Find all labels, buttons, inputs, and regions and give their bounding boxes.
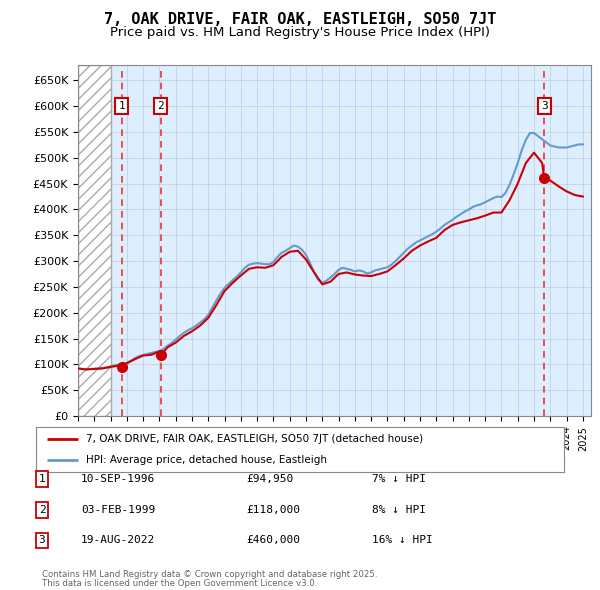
Text: HPI: Average price, detached house, Eastleigh: HPI: Average price, detached house, East… — [86, 455, 327, 465]
Text: Price paid vs. HM Land Registry's House Price Index (HPI): Price paid vs. HM Land Registry's House … — [110, 26, 490, 39]
Bar — [78, 65, 110, 416]
Text: 16% ↓ HPI: 16% ↓ HPI — [372, 536, 433, 545]
Text: 8% ↓ HPI: 8% ↓ HPI — [372, 505, 426, 514]
Text: 7% ↓ HPI: 7% ↓ HPI — [372, 474, 426, 484]
Text: £118,000: £118,000 — [246, 505, 300, 514]
Text: This data is licensed under the Open Government Licence v3.0.: This data is licensed under the Open Gov… — [42, 579, 317, 588]
Text: 19-AUG-2022: 19-AUG-2022 — [81, 536, 155, 545]
Text: 3: 3 — [38, 536, 46, 545]
Text: 1: 1 — [118, 101, 125, 111]
Text: £460,000: £460,000 — [246, 536, 300, 545]
Text: 10-SEP-1996: 10-SEP-1996 — [81, 474, 155, 484]
Text: 7, OAK DRIVE, FAIR OAK, EASTLEIGH, SO50 7JT: 7, OAK DRIVE, FAIR OAK, EASTLEIGH, SO50 … — [104, 12, 496, 27]
Text: 2: 2 — [38, 505, 46, 514]
Text: 1: 1 — [38, 474, 46, 484]
Text: 7, OAK DRIVE, FAIR OAK, EASTLEIGH, SO50 7JT (detached house): 7, OAK DRIVE, FAIR OAK, EASTLEIGH, SO50 … — [86, 434, 423, 444]
Text: 03-FEB-1999: 03-FEB-1999 — [81, 505, 155, 514]
Text: £94,950: £94,950 — [246, 474, 293, 484]
Text: Contains HM Land Registry data © Crown copyright and database right 2025.: Contains HM Land Registry data © Crown c… — [42, 571, 377, 579]
Text: 3: 3 — [541, 101, 548, 111]
Text: 2: 2 — [158, 101, 164, 111]
